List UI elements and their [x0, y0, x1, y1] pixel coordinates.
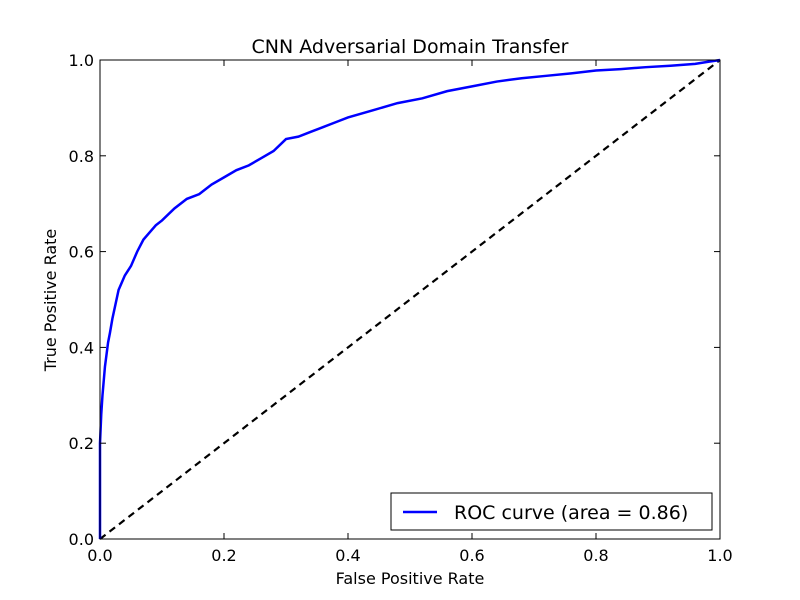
- x-tick-label: 0.6: [459, 546, 484, 565]
- x-axis-label: False Positive Rate: [336, 569, 485, 588]
- y-axis-label: True Positive Rate: [41, 229, 60, 373]
- x-tick-label: 0.0: [87, 546, 112, 565]
- y-tick-label: 0.6: [69, 243, 94, 262]
- chart-title: CNN Adversarial Domain Transfer: [252, 36, 569, 58]
- x-tick-label: 1.0: [707, 546, 732, 565]
- y-tick-label: 0.4: [69, 338, 94, 357]
- x-tick-label: 0.2: [211, 546, 236, 565]
- x-tick-label: 0.8: [583, 546, 608, 565]
- legend-box: [390, 492, 713, 531]
- y-tick-label: 0.0: [69, 530, 94, 549]
- plot-frame: [99, 59, 721, 540]
- roc-curve-line: [98, 58, 721, 539]
- axis-ticks: 0.0 0.2 0.4 0.6 0.8 1.0 0.0 0.2 0.4 0.6 0.8 1.0: [69, 51, 733, 565]
- y-tick-label: 0.8: [69, 147, 94, 166]
- plot-area: [98, 58, 721, 540]
- x-tick-label: 0.4: [335, 546, 360, 565]
- y-tick-label: 1.0: [69, 51, 94, 70]
- y-tick-label: 0.2: [69, 434, 94, 453]
- legend: ROC curve (area = 0.86): [390, 492, 713, 531]
- legend-label: ROC curve (area = 0.86): [454, 502, 688, 524]
- chance-diagonal-line: [99, 59, 721, 540]
